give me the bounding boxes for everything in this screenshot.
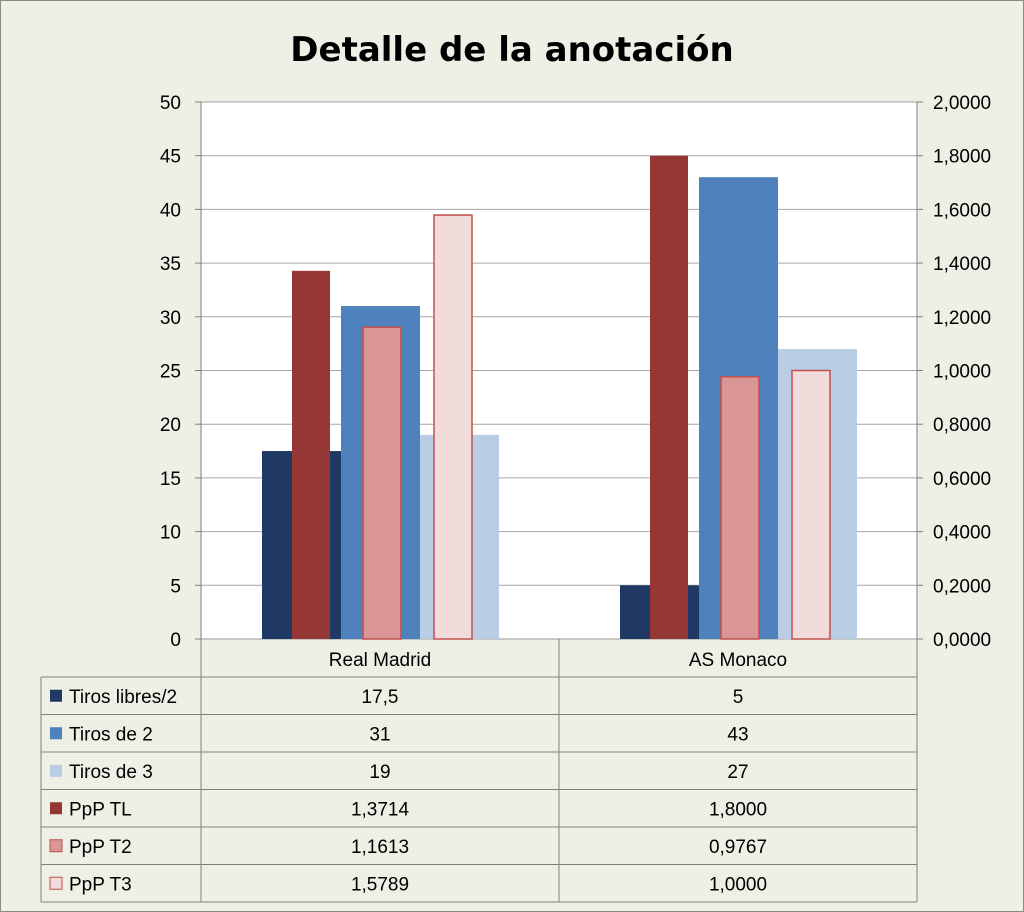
legend-swatch [50, 764, 62, 777]
right-tick-label: 0,2000 [933, 576, 991, 597]
axes: 0 5 10 15 20 25 30 35 40 45 50 0,0000 0,2000 0,4000 0,… [160, 93, 991, 651]
bar-ppp-tl [292, 270, 330, 639]
right-tick-label: 0,8000 [933, 415, 991, 436]
table-value-cell: 0,9767 [709, 837, 767, 858]
legend-series-name: PpP T2 [69, 837, 132, 858]
left-tick-label: 25 [160, 362, 181, 383]
table-value-cell: 27 [727, 762, 748, 783]
right-tick-label: 0,4000 [933, 523, 991, 544]
left-tick-label: 10 [160, 523, 181, 544]
table-value-cell: 43 [727, 724, 748, 745]
legend-swatch [50, 802, 62, 815]
left-tick-label: 40 [160, 200, 181, 221]
left-tick-label: 5 [170, 576, 181, 597]
right-tick-label: 1,4000 [933, 254, 991, 275]
bar-ppp-tl [650, 155, 688, 639]
legend-series-name: Tiros de 3 [69, 762, 153, 783]
right-tick-label: 2,0000 [933, 93, 991, 114]
legend-series-name: Tiros de 2 [69, 724, 153, 745]
right-tick-label: 1,2000 [933, 308, 991, 329]
right-tick-label: 0,0000 [933, 630, 991, 651]
table-value-cell: 1,0000 [709, 874, 767, 895]
legend-swatch [49, 876, 63, 890]
left-tick-label: 30 [160, 308, 181, 329]
legend-swatch [49, 839, 63, 853]
left-tick-label: 45 [160, 147, 181, 168]
table-value-cell: 1,5789 [351, 874, 409, 895]
table-value-cell: 1,3714 [351, 799, 410, 820]
table-value-cell: 19 [369, 762, 390, 783]
table-value-cell: 1,1613 [351, 837, 409, 858]
left-tick-label: 15 [160, 469, 181, 490]
left-tick-label: 0 [170, 630, 181, 651]
right-tick-label: 1,6000 [933, 200, 991, 221]
right-tick-label: 1,0000 [933, 362, 991, 383]
table-value-cell: 1,8000 [709, 799, 767, 820]
table-value-cell: 5 [733, 687, 744, 708]
table-value-cell: 31 [369, 724, 390, 745]
bar-ppp-t3 [791, 369, 831, 640]
bar-ppp-t3 [433, 214, 473, 640]
left-tick-label: 50 [160, 93, 181, 114]
legend-swatch [50, 727, 62, 740]
left-tick-label: 20 [160, 415, 181, 436]
table-header-cell: AS Monaco [689, 650, 787, 671]
bar-ppp-t2 [720, 376, 760, 640]
legend-swatch [50, 689, 62, 702]
bar-ppp-t2 [362, 326, 402, 640]
legend-series-name: Tiros libres/2 [69, 687, 177, 708]
table-value-cell: 17,5 [362, 687, 399, 708]
table-header-cell: Real Madrid [329, 650, 431, 671]
left-tick-label: 35 [160, 254, 181, 275]
legend-series-name: PpP TL [69, 799, 132, 820]
right-tick-label: 0,6000 [933, 469, 991, 490]
legend-series-name: PpP T3 [69, 874, 132, 895]
chart-title: Detalle de la anotación [290, 30, 733, 70]
right-tick-label: 1,8000 [933, 147, 991, 168]
data-table: Real Madrid AS Monaco Tiros libres/2 17,5 5 T… [40, 639, 918, 903]
bars [262, 155, 857, 640]
